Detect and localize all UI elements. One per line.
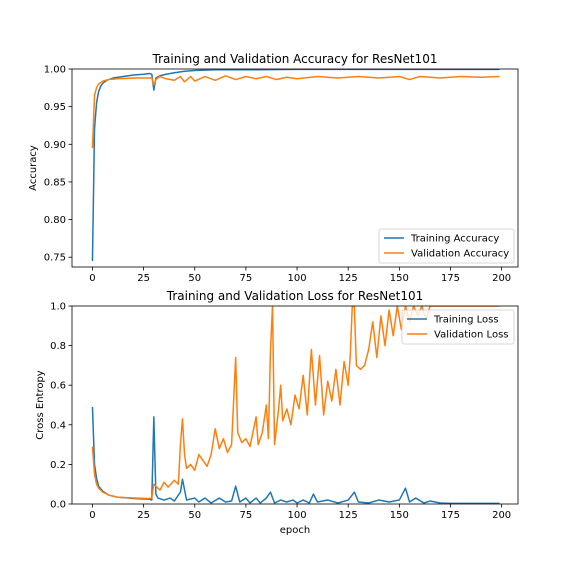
accuracy-y-tick-label: 0.75 <box>44 253 66 264</box>
loss-legend-box <box>401 309 515 345</box>
loss-legend: Training Loss Validation Loss <box>401 309 515 345</box>
legend-label-validation-loss: Validation Loss <box>434 330 509 341</box>
loss-x-tick-label: 175 <box>441 510 460 521</box>
loss-x-tick-label: 150 <box>390 510 409 521</box>
loss-y-ticks: 0.0 0.2 0.4 0.6 0.8 1.0 <box>50 302 72 511</box>
loss-y-tick-label: 0.0 <box>50 500 66 511</box>
accuracy-series-line-validation-accuracy <box>91 75 500 149</box>
accuracy-y-tick-label: 0.85 <box>44 177 66 188</box>
legend-label-training-accuracy: Training Accuracy <box>410 234 499 245</box>
loss-chart-title: Training and Validation Loss for ResNet1… <box>166 289 423 303</box>
legend-label-validation-accuracy: Validation Accuracy <box>411 249 509 260</box>
loss-y-tick-label: 0.6 <box>50 381 66 392</box>
accuracy-y-axis-label: Accuracy <box>28 145 39 191</box>
loss-x-tick-label: 75 <box>240 510 253 521</box>
loss-x-tick-label: 0 <box>89 510 95 521</box>
accuracy-x-tick-label: 200 <box>492 273 511 284</box>
loss-x-tick-label: 50 <box>188 510 201 521</box>
loss-y-axis-label: Cross Entropy <box>35 370 46 440</box>
loss-x-tick-label: 100 <box>287 510 306 521</box>
loss-x-tick-label: 125 <box>339 510 358 521</box>
accuracy-y-tick-label: 1.00 <box>44 65 66 76</box>
accuracy-plot-frame <box>71 68 519 268</box>
accuracy-series-line-training-accuracy <box>91 69 500 261</box>
accuracy-x-tick-label: 175 <box>441 273 460 284</box>
accuracy-x-tick-label: 0 <box>89 273 95 284</box>
accuracy-x-ticks: 0 25 50 75 100 125 150 175 200 <box>89 267 511 284</box>
accuracy-y-tick-label: 0.90 <box>44 140 66 151</box>
loss-x-axis-label: epoch <box>280 525 310 536</box>
accuracy-legend: Training Accuracy Validation Accuracy <box>378 228 515 264</box>
loss-y-tick-label: 0.8 <box>50 341 66 352</box>
loss-y-tick-label: 0.2 <box>50 460 66 471</box>
accuracy-y-ticks: 0.75 0.80 0.85 0.90 0.95 1.00 <box>44 65 72 264</box>
loss-chart: Training and Validation Loss for ResNet1… <box>35 289 519 536</box>
loss-x-tick-label: 25 <box>137 510 150 521</box>
accuracy-y-tick-label: 0.80 <box>44 215 66 226</box>
accuracy-chart: Training and Validation Accuracy for Res… <box>28 52 519 284</box>
loss-series <box>91 306 500 504</box>
accuracy-legend-box <box>378 228 515 264</box>
loss-plot-frame <box>71 305 519 505</box>
accuracy-x-tick-label: 100 <box>287 273 306 284</box>
accuracy-x-tick-label: 50 <box>188 273 201 284</box>
accuracy-series <box>91 69 500 261</box>
accuracy-x-tick-label: 125 <box>339 273 358 284</box>
loss-series-line-training-loss <box>91 406 500 504</box>
accuracy-x-tick-label: 150 <box>390 273 409 284</box>
legend-label-training-loss: Training Loss <box>433 315 499 326</box>
loss-series-line-validation-loss <box>91 306 500 500</box>
accuracy-chart-title: Training and Validation Accuracy for Res… <box>152 52 438 66</box>
accuracy-x-tick-label: 75 <box>240 273 253 284</box>
loss-y-tick-label: 1.0 <box>50 302 66 313</box>
accuracy-x-tick-label: 25 <box>137 273 150 284</box>
loss-x-ticks: 0 25 50 75 100 125 150 175 200 <box>89 504 511 521</box>
loss-x-tick-label: 200 <box>492 510 511 521</box>
accuracy-y-tick-label: 0.95 <box>44 102 66 113</box>
loss-y-tick-label: 0.4 <box>50 420 66 431</box>
